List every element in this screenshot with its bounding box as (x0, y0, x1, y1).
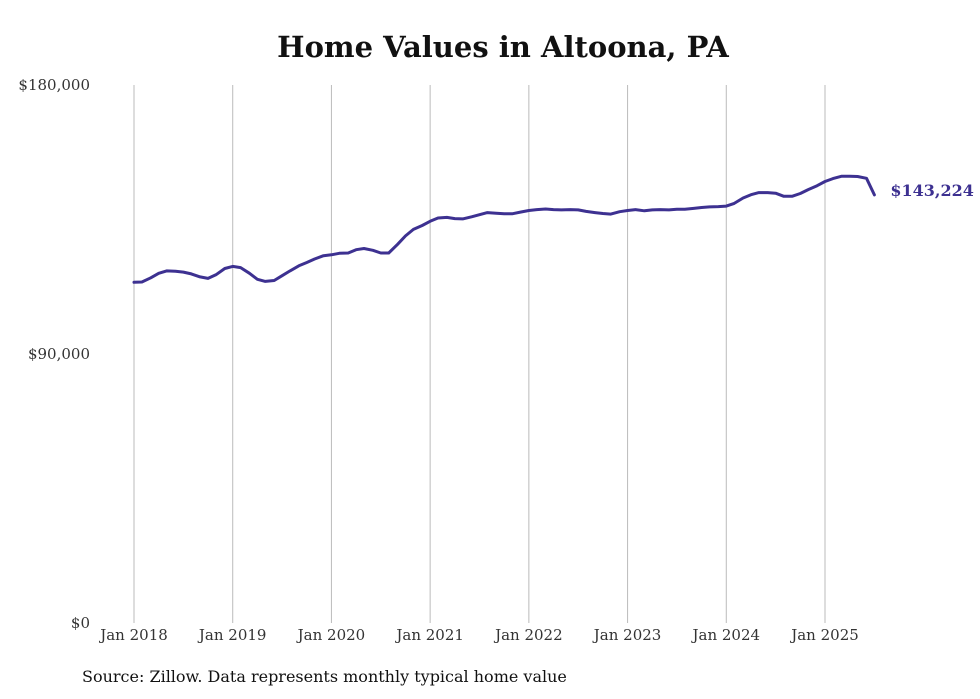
x-tick-label-3: Jan 2021 (394, 626, 464, 644)
x-tick-label-1: Jan 2019 (197, 626, 267, 644)
x-tick-label-0: Jan 2018 (98, 626, 168, 644)
y-tick-label-0: $0 (71, 614, 90, 632)
y-axis-tick-labels: $0 $90,000 $180,000 (18, 76, 90, 632)
x-axis-tick-labels: Jan 2018 Jan 2019 Jan 2020 Jan 2021 Jan 2022… (98, 626, 859, 644)
y-tick-label-2: $180,000 (18, 76, 90, 94)
x-tick-label-5: Jan 2023 (592, 626, 662, 644)
x-tick-label-4: Jan 2022 (493, 626, 563, 644)
x-tick-label-6: Jan 2024 (691, 626, 761, 644)
gridlines (133, 85, 826, 623)
last-value-label: $143,224 (890, 181, 974, 200)
x-tick-label-2: Jan 2020 (296, 626, 366, 644)
chart-title: Home Values in Altoona, PA (277, 30, 729, 64)
home-value-line (132, 174, 876, 284)
x-tick-label-7: Jan 2025 (789, 626, 859, 644)
source-note: Source: Zillow. Data represents monthly … (82, 667, 567, 686)
y-tick-label-1: $90,000 (28, 345, 90, 363)
